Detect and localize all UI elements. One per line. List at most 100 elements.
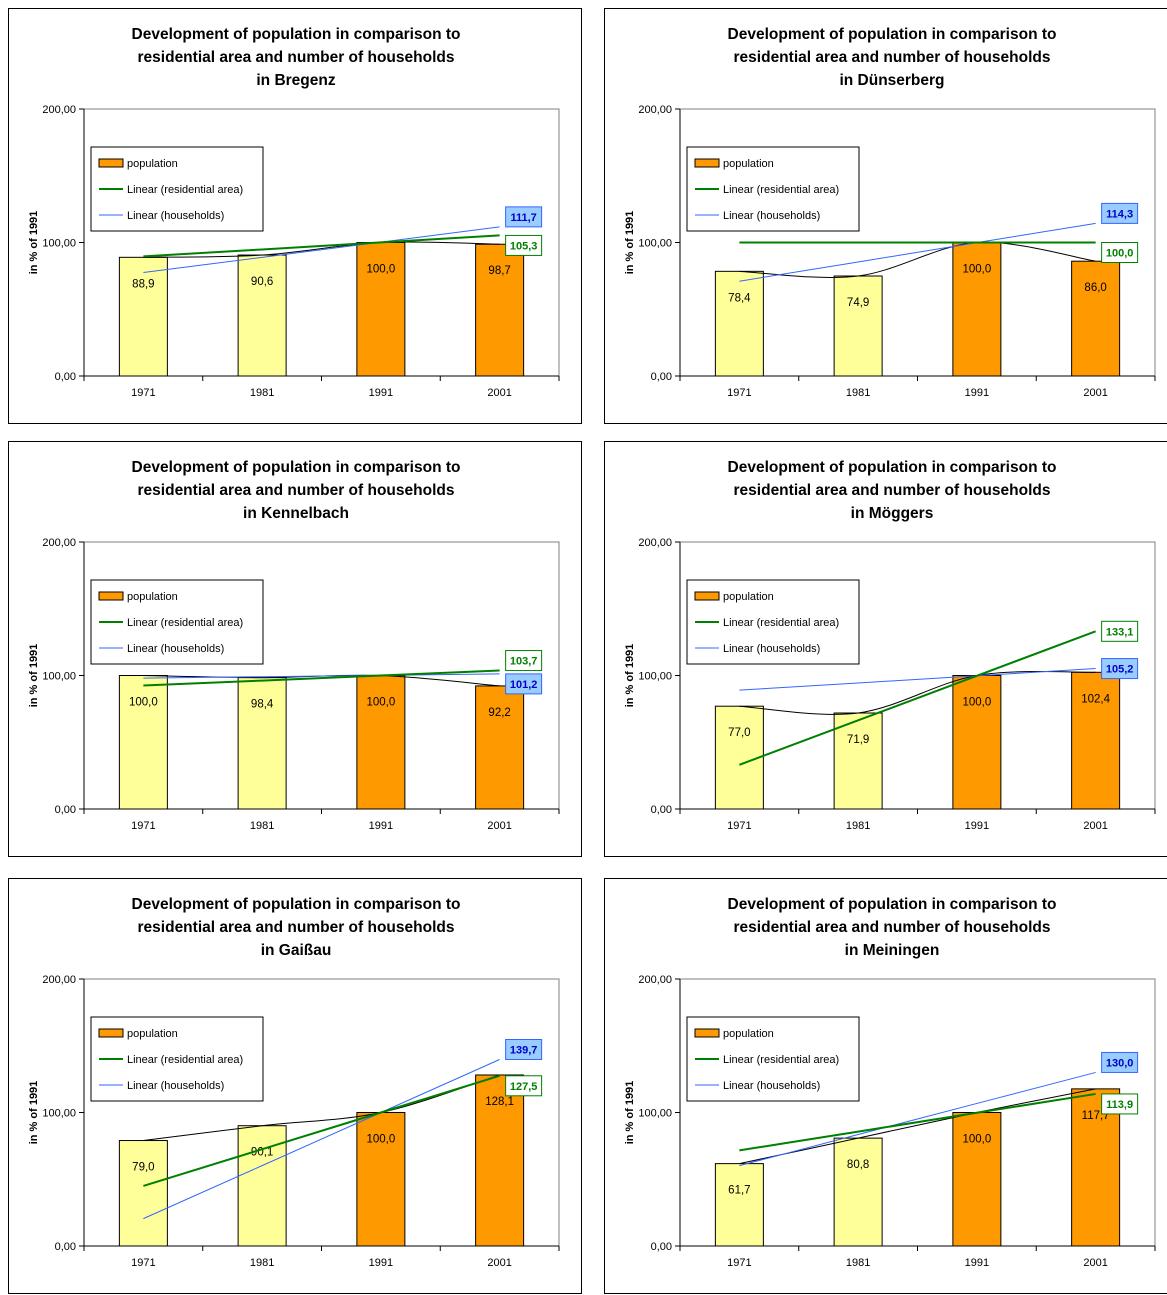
bar-population (237, 1125, 287, 1247)
y-tick-label: 100,00 (42, 238, 76, 250)
bar-value-label: 90,6 (251, 276, 273, 288)
chart-panel-kennelbach: Development of population in comparison … (8, 441, 582, 857)
x-tick-label: 1991 (965, 1257, 989, 1269)
y-tick-label: 200,00 (638, 974, 672, 986)
x-tick-label: 1991 (369, 387, 393, 399)
households-end-value-label: 105,2 (1106, 664, 1134, 676)
residential-end-value-label: 113,9 (1106, 1099, 1133, 1111)
x-tick-label: 1981 (846, 1257, 870, 1269)
bar-value-label: 61,7 (728, 1185, 750, 1197)
x-tick-label: 1991 (965, 820, 989, 832)
bar-value-label: 98,7 (488, 265, 510, 277)
bar-value-label: 77,0 (728, 727, 750, 739)
bar-population (1071, 671, 1121, 810)
legend: population Linear (residential area) Linea… (686, 146, 860, 232)
chart-title-line: Development of population in comparison … (132, 26, 461, 43)
y-axis-label: in % of 1991 (28, 211, 40, 275)
bar-value-label: 80,8 (847, 1159, 869, 1171)
bar-population (1071, 260, 1121, 377)
households-end-value-label: 139,7 (510, 1045, 538, 1057)
x-tick-label: 1971 (727, 387, 751, 399)
x-tick-label: 1971 (727, 820, 751, 832)
trend-line-residential (739, 1092, 1096, 1152)
legend-label-households: Linear (households) (127, 643, 224, 655)
legend-label-population: population (723, 158, 774, 170)
residential-end-value-box (505, 650, 543, 672)
y-tick-label: 100,00 (42, 1108, 76, 1120)
x-tick-label: 1971 (131, 387, 155, 399)
chart-svg: Development of population in comparison … (28, 26, 560, 399)
chart-panel-gaissau: Development of population in comparison … (8, 878, 582, 1294)
bar-value-label: 71,9 (847, 734, 869, 746)
bar-value-label: 100,0 (962, 264, 991, 276)
chart-title-line: Development of population in comparison … (728, 896, 1057, 913)
x-tick-label: 1981 (846, 820, 870, 832)
residential-end-value-label: 103,7 (510, 656, 538, 668)
bar-value-label: 90,1 (251, 1147, 273, 1159)
legend: population Linear (residential area) Linea… (686, 579, 860, 665)
population-smooth-line (739, 241, 1096, 278)
y-tick-label: 0,00 (55, 371, 76, 383)
chart-title-line: in Bregenz (256, 72, 335, 89)
bar-value-label: 100,0 (962, 1134, 991, 1146)
bar-value-label: 88,9 (132, 278, 154, 290)
residential-end-value-box (1101, 620, 1139, 642)
legend-label-population: population (127, 158, 178, 170)
x-tick-label: 1981 (250, 820, 274, 832)
households-end-value-box (1101, 1051, 1139, 1073)
legend-swatch-population (694, 1028, 720, 1038)
bar-value-label: 74,9 (847, 297, 869, 309)
bar-population (118, 256, 168, 377)
bar-value-label: 100,0 (129, 697, 158, 709)
trend-line-residential (143, 669, 500, 687)
bar-population (952, 1112, 1002, 1247)
x-tick-label: 1971 (131, 1257, 155, 1269)
residential-end-value-box (505, 234, 543, 256)
households-end-value-label: 111,7 (510, 212, 536, 224)
legend-label-households: Linear (households) (723, 1080, 820, 1092)
y-tick-label: 0,00 (651, 804, 672, 816)
y-tick-label: 0,00 (651, 371, 672, 383)
x-tick-label: 2001 (487, 820, 511, 832)
y-tick-label: 200,00 (638, 537, 672, 549)
legend-label-residential: Linear (residential area) (127, 617, 243, 629)
residential-end-value-label: 100,0 (1106, 248, 1134, 260)
bar-population (237, 254, 287, 377)
residential-end-value-label: 105,3 (510, 240, 538, 252)
trend-line-households (739, 1071, 1096, 1167)
y-tick-label: 200,00 (42, 974, 76, 986)
x-tick-label: 2001 (487, 387, 511, 399)
trend-line-households (143, 1059, 500, 1220)
trend-line-residential (143, 234, 500, 258)
bar-population (833, 1137, 883, 1247)
bar-population (356, 675, 406, 810)
bar-value-label: 128,1 (485, 1096, 514, 1108)
chart-panel-duenserberg: Development of population in comparison … (604, 8, 1167, 424)
chart-panel-meiningen: Development of population in comparison … (604, 878, 1167, 1294)
chart-svg: Development of population in comparison … (624, 896, 1156, 1269)
bar-population (475, 243, 525, 377)
x-tick-label: 2001 (1083, 387, 1107, 399)
chart-svg: Development of population in comparison … (28, 896, 560, 1269)
legend-label-households: Linear (households) (723, 210, 820, 222)
bar-population (833, 275, 883, 377)
bar-population (833, 712, 883, 810)
legend-swatch-population (694, 158, 720, 168)
trend-line-households (739, 668, 1096, 691)
bar-value-label: 98,4 (251, 699, 274, 711)
bar-population (118, 675, 168, 810)
legend-label-households: Linear (households) (723, 643, 820, 655)
y-axis-label: in % of 1991 (624, 211, 636, 275)
chart-title-line: residential area and number of household… (734, 49, 1051, 66)
bar-population (475, 685, 525, 810)
chart-title-line: in Dünserberg (839, 72, 944, 89)
chart-title-line: in Gaißau (261, 942, 332, 959)
legend-label-population: population (723, 591, 774, 603)
bar-population (475, 1074, 525, 1247)
legend-swatch-population (98, 591, 124, 601)
bar-population (952, 242, 1002, 377)
legend-label-residential: Linear (residential area) (723, 184, 839, 196)
legend-label-population: population (127, 1028, 178, 1040)
households-end-value-box (1101, 202, 1139, 224)
population-smooth-line (143, 241, 500, 258)
